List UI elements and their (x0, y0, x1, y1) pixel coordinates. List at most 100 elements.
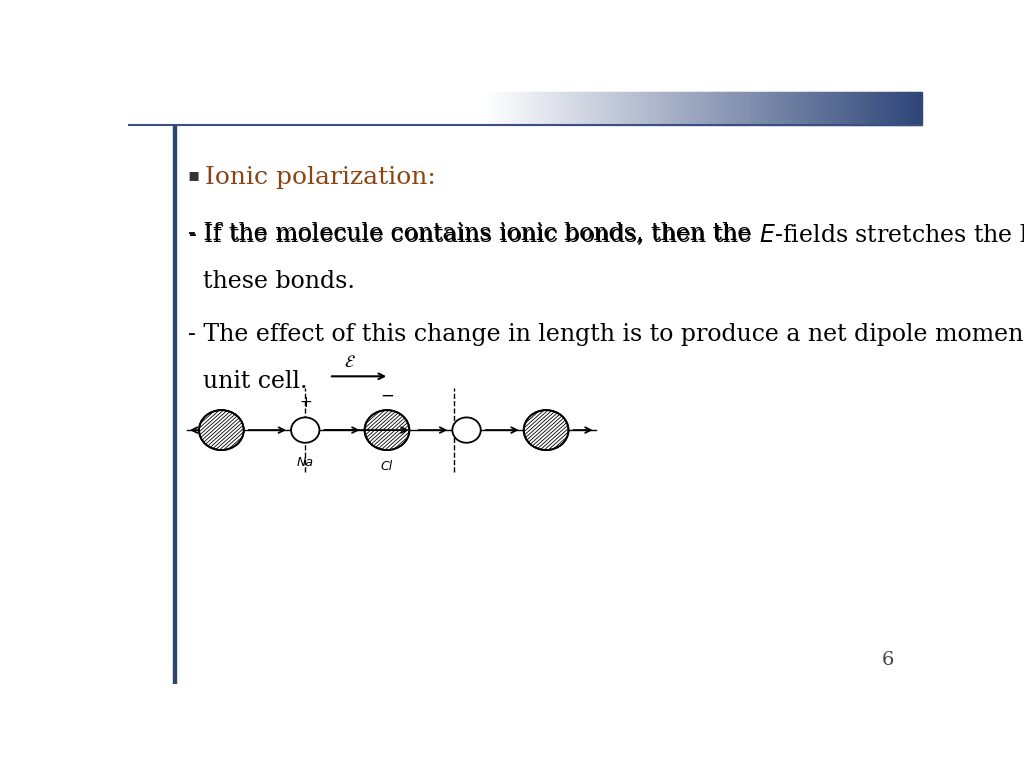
Text: - If the molecule contains ionic bonds, then the: - If the molecule contains ionic bonds, … (187, 222, 758, 245)
Bar (173, 92, 176, 124)
Bar (715, 92, 719, 124)
Bar (721, 92, 724, 124)
Bar (143, 92, 147, 124)
Bar (155, 92, 158, 124)
Bar (532, 92, 537, 124)
Bar (588, 92, 592, 124)
Bar (792, 92, 796, 124)
Bar (689, 92, 692, 124)
Bar (575, 92, 579, 124)
Bar (305, 92, 308, 124)
Bar (347, 92, 351, 124)
Bar (840, 92, 843, 124)
Bar (773, 92, 777, 124)
Bar (583, 92, 587, 124)
Bar (432, 92, 435, 124)
Text: Na: Na (297, 456, 313, 469)
Bar (367, 92, 370, 124)
Bar (482, 92, 486, 124)
Bar (247, 92, 251, 124)
Bar (228, 92, 232, 124)
Bar (620, 92, 624, 124)
Bar (258, 92, 261, 124)
Bar (718, 92, 721, 124)
Bar (213, 92, 216, 124)
Bar (705, 92, 709, 124)
Bar (882, 92, 886, 124)
Bar (519, 92, 523, 124)
Bar (231, 92, 234, 124)
Bar (848, 92, 851, 124)
Bar (128, 92, 131, 124)
Bar (771, 92, 774, 124)
Bar (599, 92, 602, 124)
Bar (504, 92, 507, 124)
Bar (427, 92, 430, 124)
Bar (803, 92, 806, 124)
Bar (530, 92, 534, 124)
Bar (546, 92, 550, 124)
Bar (766, 92, 769, 124)
Bar (562, 92, 565, 124)
Bar (808, 92, 811, 124)
Bar (617, 92, 621, 124)
Bar (903, 92, 906, 124)
Bar (472, 92, 475, 124)
Bar (686, 92, 689, 124)
Bar (649, 92, 652, 124)
Bar (315, 92, 319, 124)
Text: Cl: Cl (381, 459, 393, 472)
Bar (863, 92, 867, 124)
Bar (422, 92, 425, 124)
Ellipse shape (365, 410, 410, 450)
Bar (739, 92, 742, 124)
Bar (855, 92, 859, 124)
Bar (604, 92, 607, 124)
Bar (496, 92, 499, 124)
Bar (763, 92, 766, 124)
Bar (557, 92, 560, 124)
Bar (485, 92, 488, 124)
Bar (919, 92, 923, 124)
Bar (826, 92, 829, 124)
Text: ▪: ▪ (187, 166, 200, 184)
Bar (133, 92, 137, 124)
Bar (292, 92, 296, 124)
Ellipse shape (199, 410, 244, 450)
Bar (696, 92, 700, 124)
Bar (218, 92, 221, 124)
Bar (741, 92, 745, 124)
Bar (350, 92, 353, 124)
Bar (487, 92, 492, 124)
Bar (591, 92, 594, 124)
Bar (141, 92, 144, 124)
Bar (522, 92, 525, 124)
Bar (417, 92, 420, 124)
Bar (183, 92, 187, 124)
Bar (477, 92, 480, 124)
Bar (303, 92, 306, 124)
Bar (601, 92, 605, 124)
Bar (419, 92, 423, 124)
Bar (334, 92, 338, 124)
Bar (340, 92, 343, 124)
Bar (609, 92, 613, 124)
Bar (890, 92, 893, 124)
Bar (191, 92, 195, 124)
Bar (681, 92, 684, 124)
Bar (559, 92, 562, 124)
Bar (514, 92, 518, 124)
Bar (440, 92, 443, 124)
Bar (449, 92, 452, 124)
Bar (659, 92, 664, 124)
Bar (397, 92, 401, 124)
Bar (800, 92, 804, 124)
Bar (342, 92, 346, 124)
Bar (702, 92, 706, 124)
Circle shape (291, 418, 319, 442)
Bar (409, 92, 412, 124)
Bar (786, 92, 791, 124)
Bar (240, 92, 243, 124)
Bar (544, 92, 547, 124)
Bar (549, 92, 552, 124)
